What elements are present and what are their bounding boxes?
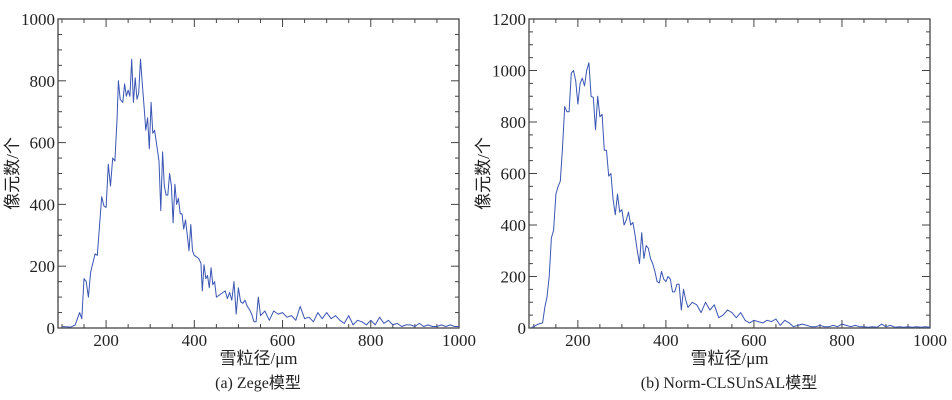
- y-tick-label: 0: [47, 319, 56, 338]
- y-tick-label: 600: [501, 165, 527, 184]
- x-tick-label: 800: [829, 331, 855, 350]
- y-tick-label: 800: [501, 113, 527, 132]
- y-tick-label: 600: [30, 134, 56, 153]
- plot-frame: [57, 18, 460, 329]
- y-tick-label: 200: [30, 257, 56, 276]
- x-tick-label: 200: [93, 331, 119, 350]
- x-tick-label: 600: [270, 331, 296, 350]
- data-series-line: [531, 62, 931, 328]
- x-tick-label: 400: [182, 331, 208, 350]
- x-tick-label: 200: [565, 331, 591, 350]
- x-axis-title: 雪粒径/μm: [219, 349, 297, 368]
- x-tick-label: 400: [653, 331, 679, 350]
- chart-panel-b: 200 400 600 800 1000 0 200 400 600 800 1000 1200 雪粒径…: [474, 10, 947, 392]
- figure-caption: (a) Zege模型: [215, 374, 301, 392]
- x-tick-label: 800: [358, 331, 384, 350]
- y-tick-label: 400: [30, 195, 56, 214]
- data-series-line: [61, 58, 459, 328]
- x-axis-title: 雪粒径/μm: [690, 349, 768, 368]
- y-axis-title: 像元数/个: [3, 137, 22, 210]
- y-axis-title: 像元数/个: [474, 137, 493, 210]
- y-tick-label: 1000: [492, 62, 526, 81]
- y-tick-label: 800: [30, 72, 56, 91]
- x-tick-label: 1000: [442, 331, 476, 350]
- y-tick-label: 1200: [492, 10, 526, 29]
- y-tick-label: 1000: [21, 10, 55, 29]
- figure-caption: (b) Norm-CLSUnSAL模型: [641, 374, 817, 392]
- y-tick-label: 0: [518, 319, 527, 338]
- y-tick-label: 200: [501, 268, 527, 287]
- x-tick-label: 600: [741, 331, 767, 350]
- x-tick-label: 1000: [913, 331, 947, 350]
- y-tick-label: 400: [501, 216, 527, 235]
- chart-panel-a: 200 400 600 800 1000 0 200 400 600 800 1000 雪粒径/μm 像…: [3, 10, 476, 392]
